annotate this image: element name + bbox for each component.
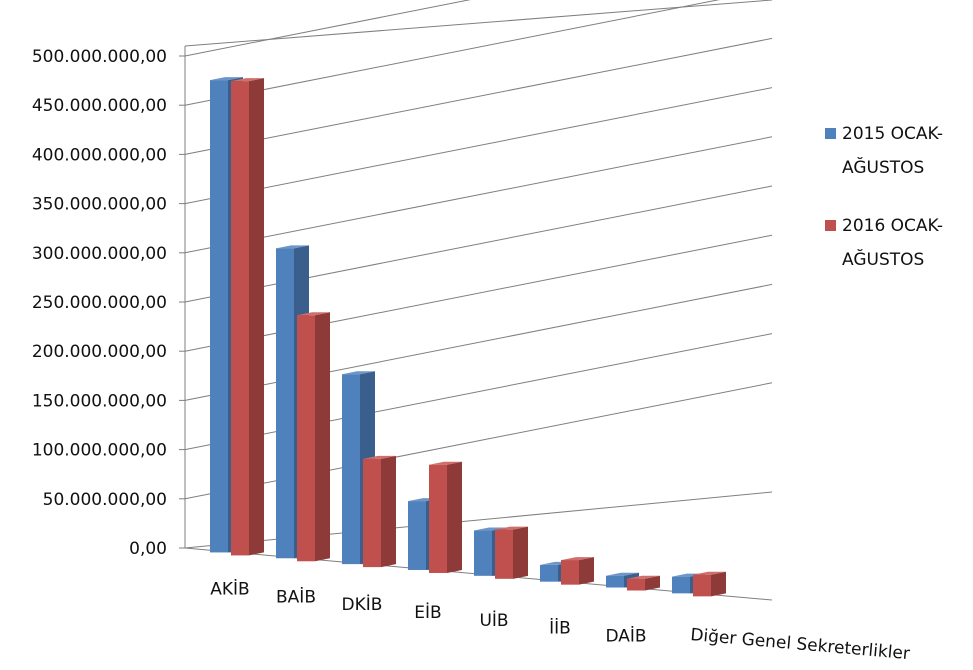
gridline	[184, 0, 720, 106]
bar-top	[495, 526, 528, 530]
bar-front	[672, 576, 690, 594]
bar-front	[363, 458, 381, 568]
y-tick-label: 250.000.000,00	[32, 293, 167, 313]
bar-front	[561, 560, 579, 585]
bar-top	[363, 455, 396, 459]
bar-front	[693, 574, 711, 597]
y-tick-label: 200.000.000,00	[32, 342, 167, 362]
bar-top	[429, 461, 462, 465]
legend-swatch-2016	[825, 220, 836, 231]
bar-2016-7	[693, 571, 726, 597]
y-tick-label: 350.000.000,00	[32, 195, 167, 215]
legend-label-2016-line1: 2016 OCAK-	[842, 216, 943, 236]
bar-2016-6	[627, 575, 660, 591]
gridline	[184, 87, 773, 205]
gridline	[184, 136, 773, 254]
bar-top	[231, 78, 264, 82]
bar-top	[276, 245, 309, 249]
bar-side	[249, 78, 264, 556]
bar-top	[342, 371, 375, 375]
bar-side	[447, 461, 462, 573]
gridline	[184, 0, 773, 47]
gridline	[184, 382, 773, 500]
category-label: DAİB	[605, 626, 646, 647]
bar-2016-4	[495, 526, 528, 579]
bar-front	[627, 578, 645, 591]
bar-front	[342, 374, 360, 565]
legend: 2015 OCAK- AĞUSTOS 2016 OCAK- AĞUSTOS	[825, 124, 943, 270]
category-label: EİB	[414, 602, 441, 623]
bar-top	[627, 575, 660, 579]
y-tick-label: 50.000.000,00	[43, 490, 167, 510]
x-axis-labels: AKİB BAİB DKİB EİB UİB İİB DAİB Diğer Genel Sek…	[210, 578, 910, 664]
gridline	[184, 234, 773, 352]
gridline	[184, 0, 471, 57]
bar-top	[606, 572, 639, 576]
category-label: AKİB	[210, 578, 249, 599]
bar-front	[540, 564, 558, 582]
legend-label-2015-line1: 2015 OCAK-	[842, 124, 943, 144]
bar-front	[297, 315, 315, 562]
bar-front	[606, 575, 624, 588]
bar-front	[408, 501, 426, 570]
y-tick-label: 450.000.000,00	[32, 96, 167, 116]
category-label: UİB	[479, 610, 508, 631]
bar-2016-2	[363, 455, 396, 568]
bar-front	[474, 530, 492, 576]
bar-2016-0	[231, 78, 264, 556]
bar-2016-3	[429, 461, 462, 573]
bar-side	[645, 575, 660, 591]
y-tick-label: 400.000.000,00	[32, 145, 167, 165]
bar-front	[210, 80, 228, 553]
category-label: İİB	[549, 618, 571, 639]
legend-label-2016-line2: AĞUSTOS	[842, 248, 924, 270]
bar-side	[513, 526, 528, 579]
y-tick-label: 100.000.000,00	[32, 441, 167, 461]
bar-front	[495, 529, 513, 579]
legend-swatch-2015	[825, 128, 836, 139]
gridlines	[179, 0, 773, 601]
category-label: Diğer Genel Sekreterlikler	[690, 625, 911, 664]
bar-top	[474, 527, 507, 531]
gridline	[184, 283, 773, 401]
bar-front	[276, 248, 294, 559]
category-label: BAİB	[276, 586, 316, 607]
bar-side	[711, 571, 726, 597]
category-label: DKİB	[342, 594, 383, 615]
bar-2016-1	[297, 312, 330, 562]
bar-side	[579, 557, 594, 585]
bar-top	[693, 571, 726, 575]
bars	[210, 77, 726, 597]
bar-front	[231, 81, 249, 556]
bar-side	[315, 312, 330, 562]
y-tick-label: 300.000.000,00	[32, 244, 167, 264]
y-tick-label: 500.000.000,00	[32, 47, 167, 67]
gridline	[184, 37, 773, 155]
bar-2016-5	[561, 557, 594, 585]
gridline	[184, 333, 773, 451]
bar-top	[210, 77, 243, 81]
legend-label-2015-line2: AĞUSTOS	[842, 156, 924, 178]
gridline	[184, 185, 773, 303]
bar-side	[381, 455, 396, 568]
bar-front	[429, 464, 447, 573]
bar-top	[297, 312, 330, 316]
bar-top	[561, 557, 594, 561]
y-tick-label: 0,00	[129, 539, 167, 559]
y-tick-label: 150.000.000,00	[32, 391, 167, 411]
y-axis-ticks: 0,00 50.000.000,00 100.000.000,00 150.000.0…	[32, 47, 167, 559]
